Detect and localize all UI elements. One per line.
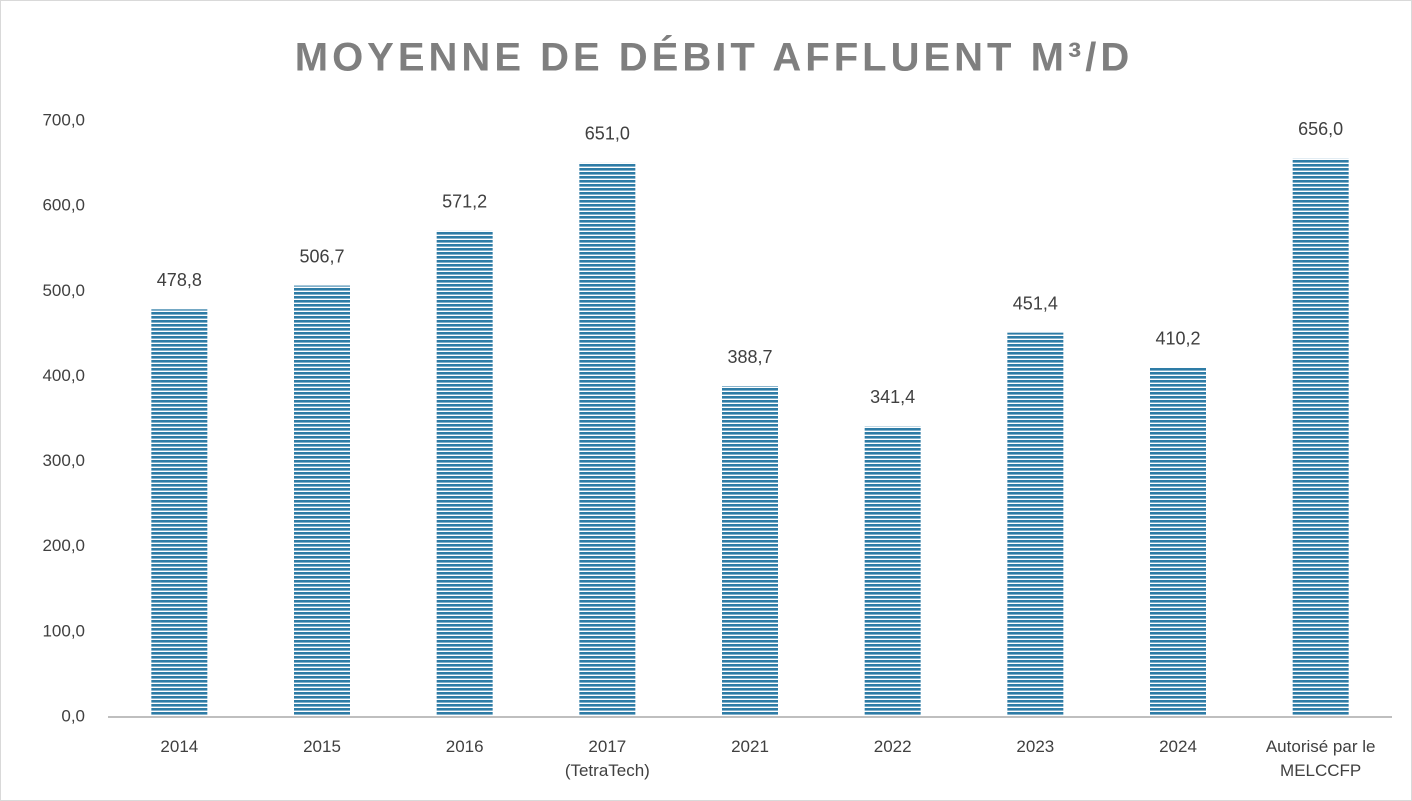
y-tick-label: 200,0 [42,536,85,555]
bar [294,285,350,717]
x-tick-label: 2015 [303,737,341,756]
y-tick-label: 0,0 [61,706,85,725]
bar [1292,158,1349,717]
value-label: 478,8 [157,270,202,290]
bar [1150,367,1206,717]
y-tick-label: 100,0 [42,621,85,640]
x-tick-label: Autorisé par le MELCCFP [1265,737,1376,780]
bar [579,162,636,718]
x-tick-label: 2024 [1159,737,1197,756]
bar [436,230,493,717]
y-tick-label: 300,0 [42,451,85,470]
bar [722,386,778,717]
value-label: 656,0 [1298,119,1343,139]
x-tick-label: 2016 [445,737,484,756]
x-tick-label: 2021 [731,737,769,756]
x-tick-label: 2023 [1016,737,1055,756]
y-tick-label: 700,0 [42,110,85,129]
value-label: 341,4 [870,387,915,407]
y-tick-label: 400,0 [42,366,85,385]
y-tick-label: 500,0 [42,281,85,300]
bar [864,426,921,717]
bar [151,309,208,717]
value-label: 451,4 [1013,293,1058,313]
y-tick-label: 600,0 [42,196,85,215]
chart-title: MOYENNE DE DÉBIT AFFLUENT M³/D [295,35,1134,80]
value-label: 506,7 [299,246,344,266]
x-tick-label: 2014 [160,737,199,756]
value-label: 651,0 [585,123,630,143]
value-label: 388,7 [727,347,772,367]
value-label: 571,2 [442,191,487,211]
value-label: 410,2 [1155,328,1200,348]
x-tick-label: 2017 (TetraTech) [564,737,650,780]
x-tick-label: 2022 [873,737,912,756]
bar [1007,332,1064,717]
